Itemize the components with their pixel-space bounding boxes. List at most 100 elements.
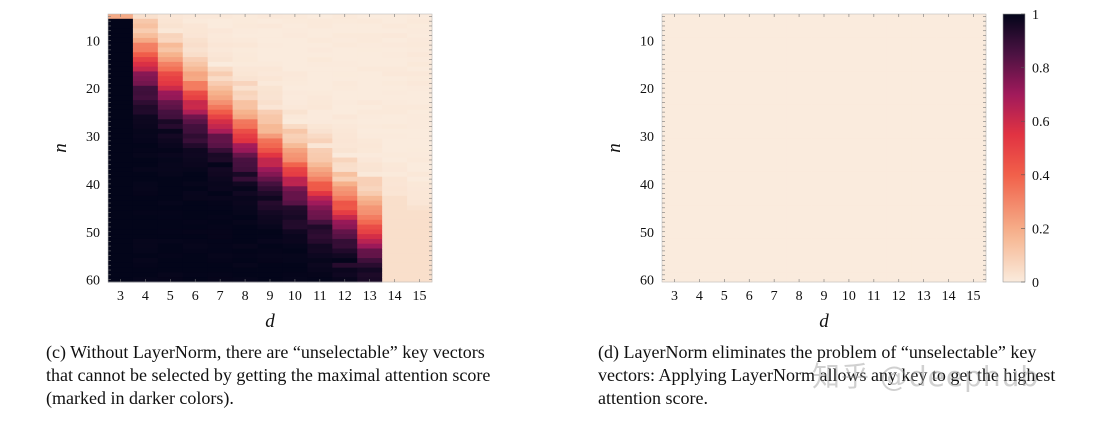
heatmap-cell xyxy=(332,33,358,39)
heatmap-cell xyxy=(307,23,333,29)
heatmap-cell xyxy=(407,138,433,144)
heatmap-cell xyxy=(232,162,258,168)
heatmap-cell xyxy=(282,200,308,206)
heatmap-cell xyxy=(911,152,937,158)
heatmap-cell xyxy=(861,66,887,72)
heatmap-cell xyxy=(662,100,688,106)
heatmap-cell xyxy=(811,143,837,149)
heatmap-cell xyxy=(911,52,937,58)
heatmap-cell xyxy=(157,138,184,144)
heatmap-cell xyxy=(132,95,159,101)
heatmap-cell xyxy=(786,47,812,53)
heatmap-cell xyxy=(182,133,209,139)
heatmap-cell xyxy=(257,215,283,221)
heatmap-cell xyxy=(736,191,763,197)
heatmap-cell xyxy=(157,33,184,39)
heatmap-cell xyxy=(108,18,134,24)
x-tick-label: 8 xyxy=(796,289,803,304)
heatmap-cell xyxy=(736,28,763,34)
heatmap-cell xyxy=(282,229,308,235)
heatmap-cell xyxy=(662,109,688,115)
heatmap-cell xyxy=(282,128,308,135)
heatmap-cell xyxy=(961,200,987,206)
heatmap-cell xyxy=(686,47,713,53)
heatmap-cell xyxy=(357,23,383,29)
heatmap-cell xyxy=(282,234,308,240)
heatmap-cell xyxy=(207,176,234,182)
heatmap-cell xyxy=(182,152,209,158)
heatmap-cell xyxy=(332,272,358,278)
heatmap-cell xyxy=(282,52,308,58)
heatmap-cell xyxy=(961,195,987,202)
heatmap-cell xyxy=(961,138,987,144)
heatmap-cell xyxy=(108,267,134,273)
heatmap-cell xyxy=(736,253,763,259)
heatmap-cell xyxy=(711,272,738,278)
heatmap-cell xyxy=(332,162,358,168)
heatmap-cell xyxy=(332,37,358,44)
heatmap-cell xyxy=(786,243,812,249)
heatmap-cell xyxy=(786,191,812,197)
heatmap-cell xyxy=(736,37,763,44)
heatmap-cell xyxy=(357,148,383,154)
heatmap-cell xyxy=(257,109,283,115)
heatmap-cell xyxy=(761,152,788,158)
heatmap-cell xyxy=(182,128,209,135)
heatmap-cell xyxy=(357,37,383,44)
heatmap-cell xyxy=(736,224,763,230)
heatmap-cell xyxy=(207,258,234,264)
heatmap-cell xyxy=(811,76,837,82)
heatmap-cell xyxy=(911,66,937,72)
heatmap-cell xyxy=(182,76,209,82)
heatmap-cell xyxy=(307,200,333,206)
heatmap-cell xyxy=(282,205,308,211)
heatmap-cell xyxy=(307,253,333,259)
heatmap-cell xyxy=(786,262,812,269)
heatmap-cell xyxy=(282,61,308,68)
y-tick-label: 20 xyxy=(86,82,100,97)
heatmap-cell xyxy=(961,243,987,249)
heatmap-cell xyxy=(357,81,383,87)
heatmap-cell xyxy=(861,195,887,202)
heatmap-cell xyxy=(961,42,987,48)
heatmap-cell xyxy=(232,71,258,77)
heatmap-cell xyxy=(332,200,358,206)
heatmap-cell xyxy=(662,138,688,144)
heatmap-cell xyxy=(357,176,383,182)
heatmap-cell xyxy=(282,176,308,182)
heatmap-cell xyxy=(861,100,887,106)
heatmap-cell xyxy=(662,37,688,44)
heatmap-cell xyxy=(407,85,433,91)
heatmap-cell xyxy=(382,85,408,91)
heatmap-cell xyxy=(157,210,184,216)
heatmap-cell xyxy=(686,104,713,111)
heatmap-cell xyxy=(132,66,159,72)
heatmap-cell xyxy=(307,210,333,216)
heatmap-cell xyxy=(232,229,258,235)
heatmap-cell xyxy=(886,52,912,58)
heatmap-cell xyxy=(886,143,912,149)
heatmap-cell xyxy=(861,258,887,264)
heatmap-cell xyxy=(761,234,788,240)
heatmap-cell xyxy=(736,90,763,96)
heatmap-cell xyxy=(686,248,713,254)
heatmap-cell xyxy=(886,114,912,120)
colorbar: 1 0.8 0.6 0.4 0.2 0 xyxy=(1002,8,1050,291)
heatmap-cell xyxy=(861,224,887,230)
heatmap-cell xyxy=(711,186,738,192)
heatmap-cell xyxy=(407,42,433,48)
heatmap-cell xyxy=(332,95,358,101)
heatmap-cell xyxy=(662,90,688,96)
heatmap-cell xyxy=(936,224,962,230)
heatmap-cell xyxy=(307,262,333,269)
heatmap-cell xyxy=(257,234,283,240)
heatmap-cell xyxy=(132,157,159,163)
heatmap-cell xyxy=(911,262,937,269)
heatmap-cell xyxy=(662,224,688,230)
heatmap-cell xyxy=(357,71,383,77)
heatmap-cell xyxy=(886,167,912,173)
heatmap-cell xyxy=(836,52,862,58)
heatmap-cell xyxy=(736,157,763,163)
heatmap-cell xyxy=(282,104,308,111)
heatmap-cell xyxy=(357,124,383,130)
